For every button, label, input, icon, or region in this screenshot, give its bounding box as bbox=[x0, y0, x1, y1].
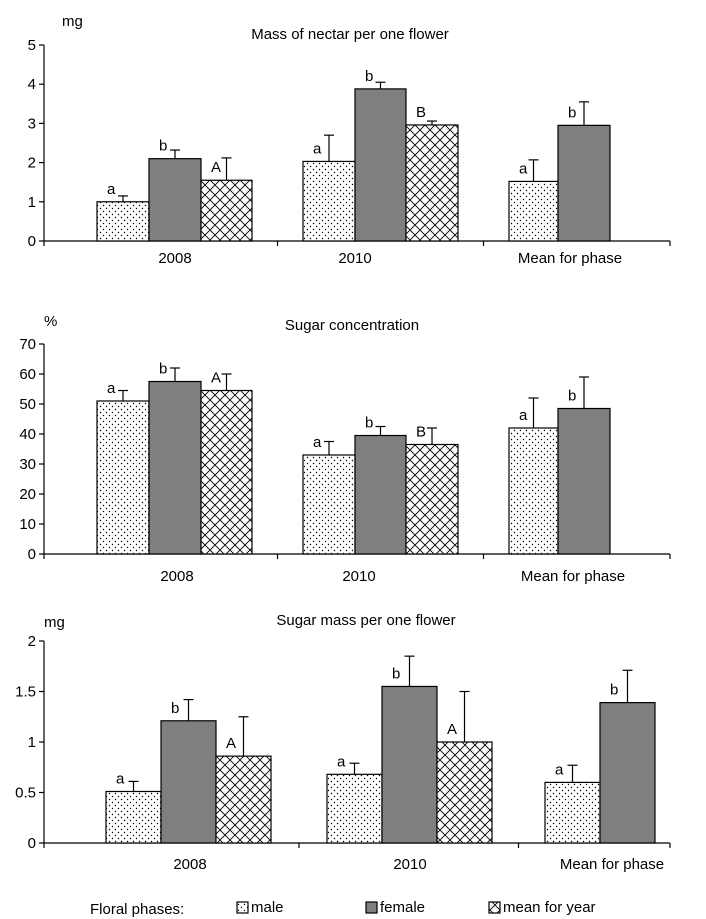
bar-male bbox=[302, 454, 356, 555]
bar-female bbox=[557, 124, 611, 242]
x-tick-label: 2010 bbox=[342, 568, 375, 585]
legend-swatch-female bbox=[365, 901, 378, 914]
y-tick-label: 0 bbox=[28, 233, 36, 250]
y-axis-label: mg bbox=[62, 13, 83, 30]
chart-panel-sugar-mass: mg Sugar mass per one flower 0 0.5 1 1.5 2 20… bbox=[15, 612, 671, 873]
significance-letter: a bbox=[519, 407, 528, 424]
bar-female bbox=[354, 88, 407, 242]
y-tick-label: 30 bbox=[19, 456, 36, 473]
legend-label-male: male bbox=[251, 899, 284, 916]
bar-male bbox=[508, 180, 559, 242]
bar-female bbox=[381, 685, 438, 844]
legend-label-mean-for-year: mean for year bbox=[503, 899, 596, 916]
x-tick-label: 2008 bbox=[173, 856, 206, 873]
y-tick-label: 40 bbox=[19, 426, 36, 443]
significance-letter: b bbox=[610, 682, 618, 699]
significance-letter: B bbox=[416, 104, 426, 121]
significance-letter: A bbox=[211, 159, 221, 176]
legend-title: Floral phases: bbox=[90, 901, 184, 918]
significance-letter: b bbox=[568, 388, 576, 405]
x-tick-label: 2008 bbox=[158, 250, 191, 267]
significance-letter: b bbox=[568, 104, 576, 121]
bar-female bbox=[148, 158, 202, 242]
bar-female bbox=[599, 702, 656, 844]
legend-label-female: female bbox=[380, 899, 425, 916]
significance-letter: B bbox=[416, 424, 426, 441]
x-tick-label: 2010 bbox=[338, 250, 371, 267]
significance-letter: A bbox=[226, 735, 236, 752]
bar-male bbox=[96, 400, 150, 555]
significance-letter: b bbox=[392, 665, 400, 682]
chart-title: Sugar concentration bbox=[285, 317, 419, 334]
significance-letter: b bbox=[159, 361, 167, 378]
significance-letter: a bbox=[313, 434, 322, 451]
legend-swatch-male bbox=[236, 901, 249, 914]
y-tick-label: 0 bbox=[28, 835, 36, 852]
chart-title: Sugar mass per one flower bbox=[276, 612, 455, 629]
bar-male bbox=[326, 773, 383, 844]
significance-letter: b bbox=[365, 68, 373, 85]
y-tick-label: 5 bbox=[28, 37, 36, 54]
chart-panel-sugar-concentration: % Sugar concentration 0 10 20 30 40 50 60 70 200… bbox=[19, 313, 671, 585]
x-tick-label: 2010 bbox=[393, 856, 426, 873]
bar-female bbox=[148, 380, 202, 555]
bar-male bbox=[96, 201, 150, 242]
significance-letter: a bbox=[555, 761, 564, 778]
y-tick-label: 10 bbox=[19, 516, 36, 533]
y-tick-label: 1.5 bbox=[15, 684, 36, 701]
y-axis-label: % bbox=[44, 313, 57, 330]
significance-letter: b bbox=[365, 415, 373, 432]
bar-female bbox=[557, 407, 611, 555]
y-tick-label: 50 bbox=[19, 396, 36, 413]
bar-mean-for-year bbox=[215, 755, 272, 844]
bar-mean-for-year bbox=[405, 124, 459, 242]
y-tick-label: 0 bbox=[28, 546, 36, 563]
legend: Floral phases: male female mean for year bbox=[90, 899, 596, 918]
y-tick-label: 3 bbox=[28, 115, 36, 132]
x-tick-label: 2008 bbox=[160, 568, 193, 585]
significance-letter: a bbox=[107, 181, 116, 198]
significance-letter: a bbox=[107, 380, 116, 397]
bar-mean-for-year bbox=[436, 741, 493, 844]
bar-male bbox=[544, 781, 601, 844]
chart-panel-nectar-mass: mg Mass of nectar per one flower 0 1 2 3 4 5 2… bbox=[28, 13, 671, 267]
significance-letter: a bbox=[313, 140, 322, 157]
y-tick-label: 60 bbox=[19, 366, 36, 383]
bar-male bbox=[105, 790, 162, 844]
y-tick-label: 2 bbox=[28, 633, 36, 650]
y-tick-label: 1 bbox=[28, 734, 36, 751]
chart-title: Mass of nectar per one flower bbox=[251, 26, 449, 43]
significance-letter: a bbox=[337, 753, 346, 770]
y-tick-label: 0.5 bbox=[15, 785, 36, 802]
y-tick-label: 1 bbox=[28, 194, 36, 211]
y-tick-label: 20 bbox=[19, 486, 36, 503]
y-axis-label: mg bbox=[44, 614, 65, 631]
significance-letter: b bbox=[159, 138, 167, 155]
y-tick-label: 70 bbox=[19, 336, 36, 353]
y-tick-label: 4 bbox=[28, 76, 36, 93]
legend-swatch-mean-for-year bbox=[488, 901, 501, 914]
significance-letter: a bbox=[116, 770, 125, 787]
significance-letter: b bbox=[171, 700, 179, 717]
x-tick-label: Mean for phase bbox=[518, 250, 622, 267]
bar-male bbox=[302, 160, 356, 242]
bar-male bbox=[508, 427, 559, 555]
significance-letter: a bbox=[519, 160, 528, 177]
bar-mean-for-year bbox=[200, 389, 253, 555]
x-tick-label: Mean for phase bbox=[521, 568, 625, 585]
significance-letter: A bbox=[211, 370, 221, 387]
bar-female bbox=[160, 720, 217, 844]
bar-mean-for-year bbox=[200, 179, 253, 242]
bar-female bbox=[354, 434, 407, 555]
bar-mean-for-year bbox=[405, 443, 459, 555]
x-tick-label: Mean for phase bbox=[560, 856, 664, 873]
y-tick-label: 2 bbox=[28, 155, 36, 172]
significance-letter: A bbox=[447, 721, 457, 738]
